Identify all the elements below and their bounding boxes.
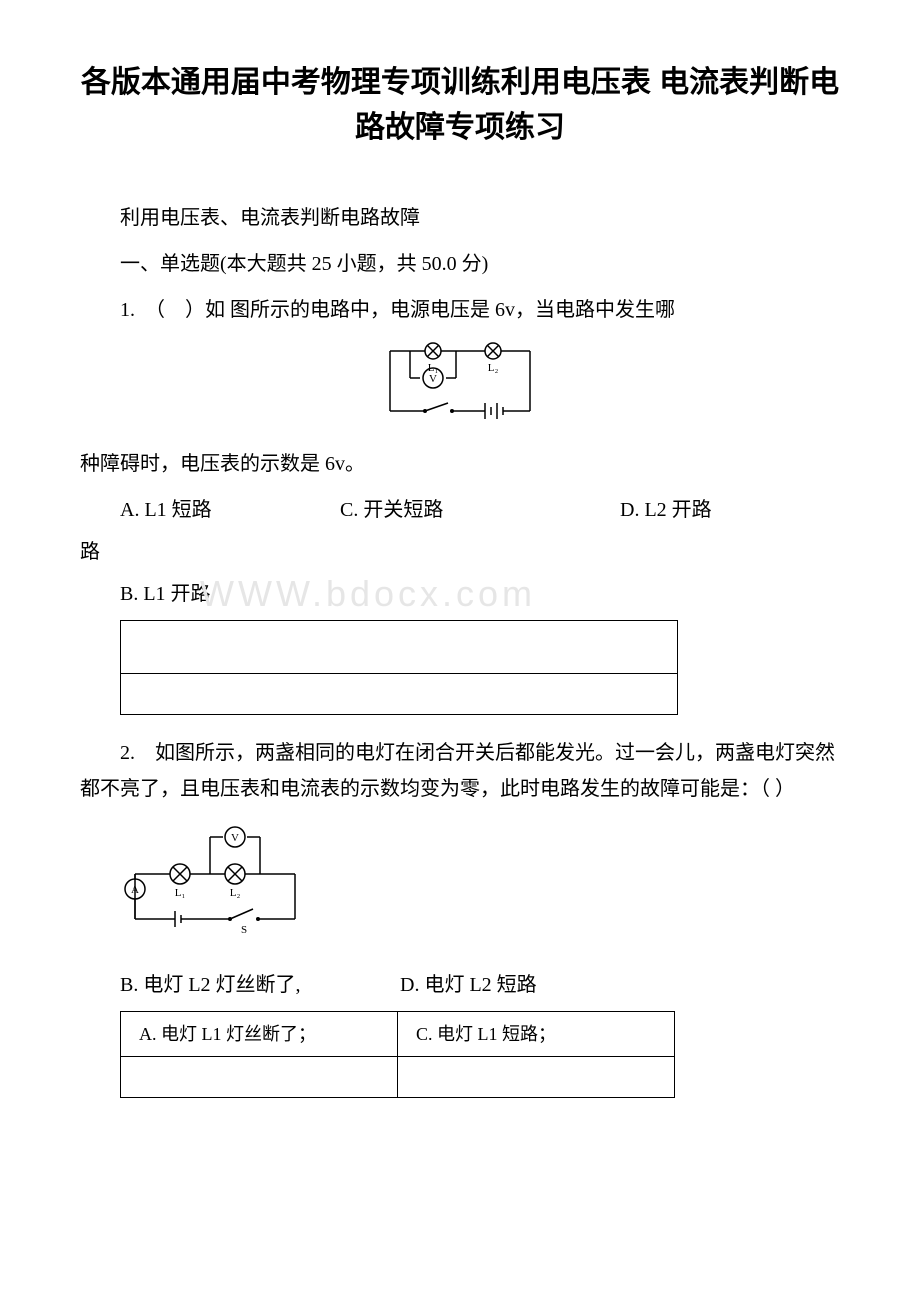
svg-text:L₂: L₂: [488, 362, 499, 374]
table-cell: [398, 1057, 675, 1098]
svg-text:L₂: L₂: [230, 887, 241, 899]
question-1: 1. （ ）如 图所示的电路中，电源电压是 6v，当电路中发生哪 L₁L₂V 种…: [80, 292, 840, 715]
table-cell: [121, 674, 678, 715]
q1-option-a: A. L1 短路: [120, 492, 340, 528]
q1-options-row: A. L1 短路 C. 开关短路 D. L2 开路: [120, 492, 840, 528]
question-2: 2. 如图所示，两盏相同的电灯在闭合开关后都能发光。过一会儿，两盏电灯突然都不亮…: [80, 735, 840, 1098]
svg-text:A: A: [131, 884, 139, 896]
intro-text: 利用电压表、电流表判断电路故障: [80, 200, 840, 236]
svg-text:V: V: [429, 373, 437, 385]
q2-options-row: B. 电灯 L2 灯丝断了, D. 电灯 L2 短路: [120, 967, 840, 1003]
q1-option-d-wrap: 路: [80, 534, 840, 570]
q2-figure: A L₁ L₂ V S: [120, 819, 840, 951]
q1-option-d: D. L2 开路: [620, 492, 840, 528]
q1-figure: L₁L₂V: [80, 336, 840, 438]
section-heading: 一、单选题(本大题共 25 小题，共 50.0 分): [80, 246, 840, 282]
svg-text:V: V: [231, 832, 239, 844]
page-title: 各版本通用届中考物理专项训练利用电压表 电流表判断电路故障专项练习: [80, 60, 840, 150]
table-cell: A. 电灯 L1 灯丝断了；: [121, 1012, 398, 1057]
q1-stem-part2: 种障碍时，电压表的示数是 6v。: [80, 446, 840, 482]
table-cell: [121, 1057, 398, 1098]
q2-stem: 2. 如图所示，两盏相同的电灯在闭合开关后都能发光。过一会儿，两盏电灯突然都不亮…: [80, 735, 840, 807]
q1-table: [120, 620, 678, 715]
svg-text:S: S: [241, 924, 247, 936]
q2-option-d: D. 电灯 L2 短路: [400, 967, 840, 1003]
q1-stem-part1: 1. （ ）如 图所示的电路中，电源电压是 6v，当电路中发生哪: [80, 292, 840, 328]
q2-option-b: B. 电灯 L2 灯丝断了,: [120, 967, 400, 1003]
q1-option-b: B. L1 开路: [120, 576, 840, 612]
table-cell: C. 电灯 L1 短路；: [398, 1012, 675, 1057]
q1-option-c: C. 开关短路: [340, 492, 620, 528]
svg-text:L₁: L₁: [175, 887, 186, 899]
q2-table: A. 电灯 L1 灯丝断了； C. 电灯 L1 短路；: [120, 1011, 675, 1098]
table-cell: [121, 621, 678, 674]
